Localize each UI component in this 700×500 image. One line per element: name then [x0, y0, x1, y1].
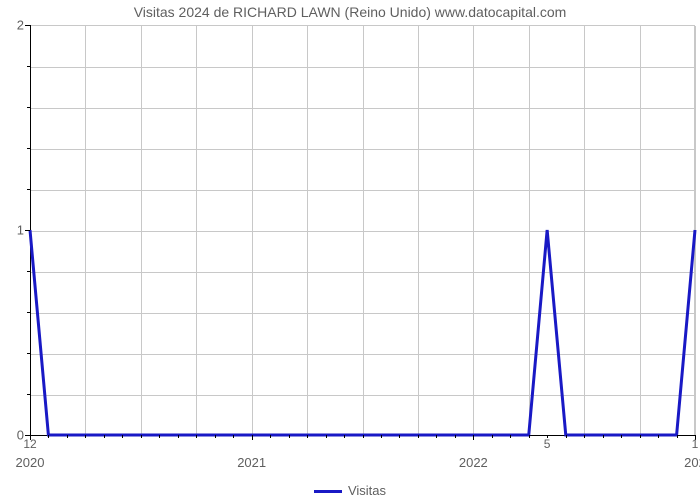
x-minor-tick	[141, 435, 142, 438]
x-minor-tick	[85, 435, 86, 438]
x-minor-tick	[658, 435, 659, 438]
legend: Visitas	[0, 483, 700, 498]
y-minor-tick	[27, 353, 30, 354]
point-label: 12	[23, 437, 36, 451]
legend-swatch	[314, 490, 342, 493]
x-minor-tick	[584, 435, 585, 438]
y-tick-label: 0	[0, 428, 24, 443]
x-tick-label: 2020	[16, 455, 45, 470]
x-minor-tick	[326, 435, 327, 438]
series-polyline	[30, 230, 695, 435]
x-tick-label: 202	[684, 455, 700, 470]
point-label: 5	[544, 437, 551, 451]
y-minor-tick	[27, 66, 30, 67]
x-minor-tick	[178, 435, 179, 438]
chart-container: { "chart": { "type": "line", "title": "V…	[0, 0, 700, 500]
x-minor-tick	[510, 435, 511, 438]
x-minor-tick	[122, 435, 123, 438]
x-tick-label: 2022	[459, 455, 488, 470]
series-line-layer	[30, 25, 695, 435]
x-tick-mark	[252, 435, 253, 440]
x-minor-tick	[289, 435, 290, 438]
x-minor-tick	[492, 435, 493, 438]
y-tick-label: 1	[0, 223, 24, 238]
x-minor-tick	[344, 435, 345, 438]
x-tick-label: 2021	[237, 455, 266, 470]
x-minor-tick	[566, 435, 567, 438]
y-tick-mark	[25, 230, 30, 231]
x-minor-tick	[48, 435, 49, 438]
x-tick-mark	[473, 435, 474, 440]
y-tick-label: 2	[0, 18, 24, 33]
point-label: 1	[692, 437, 699, 451]
chart-title: Visitas 2024 de RICHARD LAWN (Reino Unid…	[0, 4, 700, 20]
x-minor-tick	[307, 435, 308, 438]
x-minor-tick	[399, 435, 400, 438]
y-minor-tick	[27, 189, 30, 190]
y-tick-mark	[25, 25, 30, 26]
y-minor-tick	[27, 107, 30, 108]
x-minor-tick	[215, 435, 216, 438]
x-minor-tick	[621, 435, 622, 438]
x-minor-tick	[196, 435, 197, 438]
x-minor-tick	[381, 435, 382, 438]
x-minor-tick	[455, 435, 456, 438]
x-minor-tick	[436, 435, 437, 438]
y-minor-tick	[27, 148, 30, 149]
y-minor-tick	[27, 312, 30, 313]
x-minor-tick	[104, 435, 105, 438]
x-minor-tick	[67, 435, 68, 438]
x-minor-tick	[603, 435, 604, 438]
y-minor-tick	[27, 394, 30, 395]
x-minor-tick	[677, 435, 678, 438]
x-minor-tick	[529, 435, 530, 438]
x-minor-tick	[233, 435, 234, 438]
x-minor-tick	[159, 435, 160, 438]
x-minor-tick	[363, 435, 364, 438]
legend-label: Visitas	[348, 483, 386, 498]
x-minor-tick	[270, 435, 271, 438]
x-minor-tick	[418, 435, 419, 438]
y-minor-tick	[27, 271, 30, 272]
x-minor-tick	[640, 435, 641, 438]
